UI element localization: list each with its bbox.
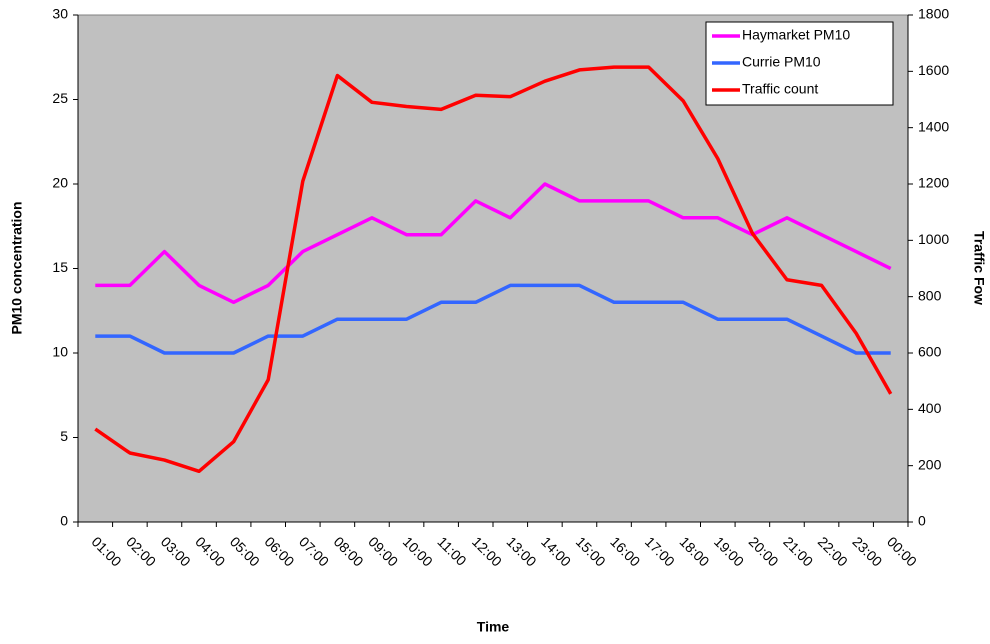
y2-tick-label: 200 (918, 456, 942, 472)
x-axis-title: Time (477, 619, 510, 635)
x-tick-label: 13:00 (504, 533, 540, 569)
series-line (94, 65, 893, 474)
x-tick-label: 00:00 (884, 533, 920, 569)
y-tick-label: 10 (52, 344, 68, 360)
y-tick-label: 15 (52, 259, 68, 275)
legend-label: Currie PM10 (742, 54, 821, 70)
y2-tick-label: 1800 (918, 6, 949, 22)
y-tick-label: 5 (60, 428, 68, 444)
x-tick-label: 11:00 (434, 533, 470, 569)
legend-label: Traffic count (742, 81, 818, 97)
x-tick-label: 06:00 (261, 533, 297, 569)
y2-tick-label: 1400 (918, 118, 949, 134)
y2-tick-label: 800 (918, 287, 942, 303)
x-tick-label: 17:00 (642, 533, 678, 569)
y2-tick-label: 0 (918, 513, 926, 529)
x-tick-label: 19:00 (711, 533, 747, 569)
x-tick-label: 16:00 (607, 533, 643, 569)
x-tick-label: 23:00 (849, 533, 885, 569)
y2-tick-label: 1200 (918, 175, 949, 191)
x-tick-label: 10:00 (400, 533, 436, 569)
y-tick-label: 0 (60, 513, 68, 529)
x-tick-label: 09:00 (365, 533, 401, 569)
y-axis-title: PM10 concentration (9, 201, 25, 334)
y2-axis-title: Traffic Fow (971, 231, 987, 305)
x-tick-label: 21:00 (780, 533, 816, 569)
x-tick-label: 14:00 (538, 533, 574, 569)
y-tick-label: 30 (52, 6, 68, 22)
x-tick-label: 01:00 (89, 533, 125, 569)
y2-tick-label: 1000 (918, 231, 949, 247)
x-tick-label: 22:00 (815, 533, 851, 569)
x-tick-label: 12:00 (469, 533, 505, 569)
x-tick-label: 04:00 (192, 533, 228, 569)
x-tick-label: 03:00 (158, 533, 194, 569)
x-tick-label: 15:00 (573, 533, 609, 569)
y-tick-label: 20 (52, 175, 68, 191)
x-tick-label: 20:00 (746, 533, 782, 569)
legend-label: Haymarket PM10 (742, 27, 850, 43)
x-tick-label: 02:00 (123, 533, 159, 569)
x-tick-label: 07:00 (296, 533, 332, 569)
x-tick-label: 08:00 (331, 533, 367, 569)
y2-tick-label: 1600 (918, 62, 949, 78)
y-tick-label: 25 (52, 90, 68, 106)
y2-tick-label: 600 (918, 344, 942, 360)
y2-tick-label: 400 (918, 400, 942, 416)
series-line (95, 283, 891, 355)
x-tick-label: 05:00 (227, 533, 263, 569)
x-tick-label: 18:00 (676, 533, 712, 569)
series-line (95, 182, 892, 305)
